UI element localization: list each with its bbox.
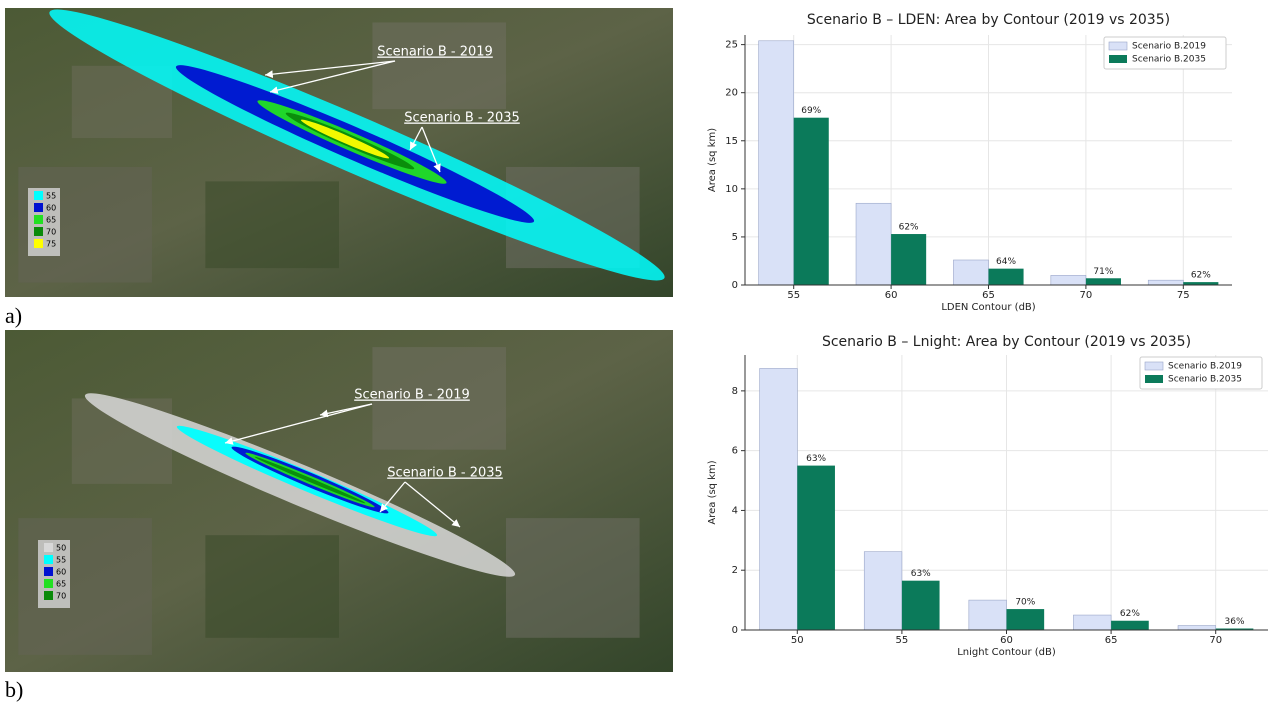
x-tick-label: 65 [982, 290, 995, 301]
x-tick-label: 50 [791, 635, 804, 646]
bar [989, 269, 1024, 285]
legend-swatch [1145, 362, 1163, 370]
figure: 5560657075Scenario B - 2019Scenario B - … [0, 0, 1277, 706]
panel-label: b) [5, 677, 23, 702]
legend-swatch [34, 191, 43, 200]
bar [794, 118, 829, 285]
bar-annotation: 63% [911, 569, 931, 579]
bar [856, 203, 891, 285]
bar-annotation: 62% [1191, 271, 1211, 281]
bar [1148, 280, 1183, 285]
bar-annotation: 62% [1120, 609, 1140, 619]
map-annotation: Scenario B - 2019 [354, 388, 470, 403]
x-tick-label: 70 [1209, 635, 1222, 646]
legend-label: 60 [46, 204, 56, 213]
y-tick-label: 4 [732, 505, 738, 516]
x-axis-label: LDEN Contour (dB) [941, 302, 1035, 313]
bar [1111, 621, 1149, 630]
map-area [205, 181, 339, 268]
y-tick-label: 0 [732, 625, 738, 636]
y-axis-label: Area (sq km) [707, 128, 718, 192]
legend-swatch [34, 227, 43, 236]
panel-label: a) [5, 303, 22, 328]
map-annotation: Scenario B - 2019 [377, 45, 493, 60]
y-tick-label: 25 [725, 40, 738, 51]
legend-swatch [44, 555, 53, 564]
bar [1086, 278, 1121, 285]
x-tick-label: 65 [1105, 635, 1118, 646]
bar [759, 41, 794, 285]
map-area [205, 535, 339, 638]
legend-label: Scenario B.2019 [1168, 362, 1242, 372]
legend-label: 70 [56, 592, 66, 601]
legend-label: Scenario B.2035 [1132, 55, 1206, 65]
legend-label: 55 [46, 192, 56, 201]
map-area [372, 22, 506, 109]
y-axis-label: Area (sq km) [707, 460, 718, 524]
legend-label: 55 [56, 556, 66, 565]
legend-swatch [44, 579, 53, 588]
bar-annotation: 71% [1093, 267, 1113, 277]
bar [1051, 275, 1086, 285]
page: {"chart_data": [ {"type": "bar", "title"… [0, 0, 1277, 706]
bar [797, 466, 835, 630]
y-tick-label: 2 [732, 565, 738, 576]
legend-label: 65 [46, 216, 56, 225]
bar [864, 552, 902, 630]
chart-title: Scenario B – LDEN: Area by Contour (2019… [807, 12, 1170, 28]
bar-annotation: 69% [801, 106, 821, 116]
y-tick-label: 10 [725, 184, 738, 195]
bar [891, 234, 926, 285]
bar [953, 260, 988, 285]
legend-swatch [44, 567, 53, 576]
map-annotation: Scenario B - 2035 [387, 466, 503, 481]
map-annotation: Scenario B - 2035 [404, 111, 520, 126]
y-tick-label: 6 [732, 446, 738, 457]
y-tick-label: 8 [732, 386, 738, 397]
y-tick-label: 0 [732, 280, 738, 291]
legend-label: Scenario B.2035 [1168, 375, 1242, 385]
legend-label: 50 [56, 544, 66, 553]
x-tick-label: 60 [885, 290, 898, 301]
legend-label: Scenario B.2019 [1132, 42, 1206, 52]
legend-swatch [44, 591, 53, 600]
bar [1178, 626, 1216, 630]
legend-swatch [34, 203, 43, 212]
map-area [506, 518, 640, 638]
bar [760, 368, 798, 630]
bar [969, 600, 1007, 630]
x-tick-label: 60 [1000, 635, 1013, 646]
x-tick-label: 70 [1080, 290, 1093, 301]
bar [1073, 615, 1111, 630]
legend-label: 70 [46, 228, 56, 237]
bar [1007, 609, 1045, 630]
legend-label: 75 [46, 240, 56, 249]
y-tick-label: 15 [725, 136, 738, 147]
legend-swatch [1145, 375, 1163, 383]
x-tick-label: 55 [787, 290, 800, 301]
legend-swatch [1109, 55, 1127, 63]
legend-swatch [1109, 42, 1127, 50]
bar-annotation: 64% [996, 257, 1016, 267]
y-tick-label: 5 [732, 232, 738, 243]
legend-swatch [34, 239, 43, 248]
legend-label: 65 [56, 580, 66, 589]
y-tick-label: 20 [725, 88, 738, 99]
bar-annotation: 63% [806, 454, 826, 464]
x-tick-label: 55 [896, 635, 909, 646]
x-axis-label: Lnight Contour (dB) [957, 647, 1056, 658]
bar [902, 581, 940, 630]
x-tick-label: 75 [1177, 290, 1190, 301]
bar-annotation: 70% [1015, 598, 1035, 608]
legend-swatch [34, 215, 43, 224]
bar-annotation: 62% [899, 223, 919, 233]
bar-annotation: 36% [1225, 617, 1245, 627]
legend-label: 60 [56, 568, 66, 577]
chart-title: Scenario B – Lnight: Area by Contour (20… [822, 334, 1191, 350]
legend-swatch [44, 543, 53, 552]
